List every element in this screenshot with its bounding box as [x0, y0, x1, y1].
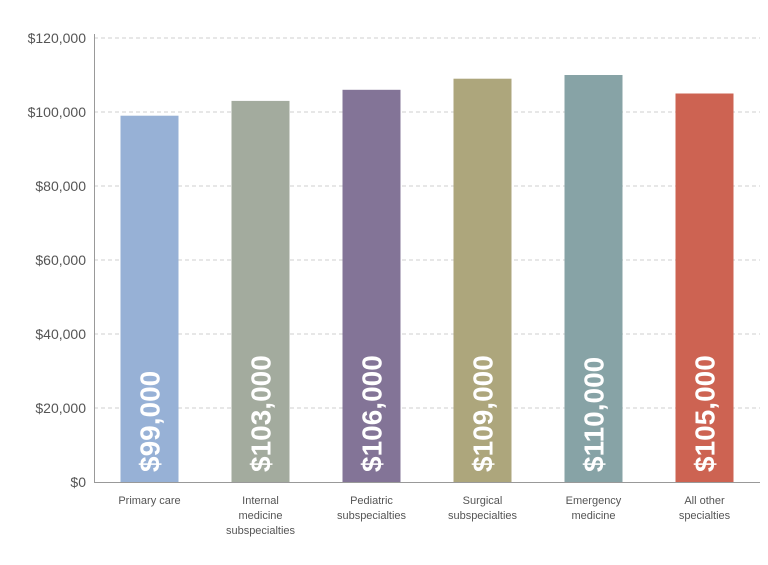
- x-category-label-line: Internal: [242, 495, 279, 507]
- bar-data-labels: $99,000 $103,000 $106,000 $109,000 $110,000 $…: [135, 355, 721, 472]
- x-category-label: Internal medicine subspecialties: [226, 495, 296, 537]
- x-category-label-line: subspecialties: [448, 510, 518, 522]
- y-tick-label: $0: [70, 474, 86, 490]
- x-category-label: Surgical subspecialties: [448, 495, 518, 522]
- bar-data-label: $105,000: [690, 355, 721, 472]
- grid-lines: [94, 37, 760, 409]
- y-tick-label: $120,000: [28, 30, 87, 46]
- bar: [564, 75, 623, 482]
- y-tick-label: $80,000: [35, 178, 86, 194]
- x-category-label-line: subspecialties: [337, 510, 407, 522]
- bar-data-label: $109,000: [468, 355, 499, 472]
- x-category-label-line: Surgical: [463, 495, 503, 507]
- y-tick-label: $100,000: [28, 104, 87, 120]
- x-category-label-line: medicine: [238, 510, 282, 522]
- bar-data-label: $106,000: [357, 355, 388, 472]
- x-category-label-line: specialties: [679, 510, 731, 522]
- x-category-label-line: Pediatric: [350, 495, 393, 507]
- x-category-label-line: Primary care: [118, 495, 180, 507]
- bar-data-label: $103,000: [246, 355, 277, 472]
- bar: [231, 100, 290, 483]
- x-category-label: All other specialties: [679, 495, 731, 522]
- bar: [120, 115, 179, 482]
- x-category-label-line: Emergency: [566, 495, 622, 507]
- y-tick-label: $40,000: [35, 326, 86, 342]
- x-category-label-line: medicine: [571, 510, 615, 522]
- x-category-label-line: subspecialties: [226, 525, 296, 537]
- bar-data-label: $110,000: [579, 357, 610, 472]
- y-tick-label: $60,000: [35, 252, 86, 268]
- bar-data-label: $99,000: [135, 371, 166, 472]
- y-tick-label: $20,000: [35, 400, 86, 416]
- bars: [120, 75, 734, 483]
- x-axis-categories: Primary care Internal medicine subspecialti…: [118, 495, 730, 537]
- bar: [342, 89, 401, 483]
- x-category-label: Primary care: [118, 495, 180, 507]
- x-category-label: Pediatric subspecialties: [337, 495, 407, 522]
- bar: [453, 78, 512, 482]
- bar: [675, 93, 734, 482]
- y-axis-ticks: $0 $20,000 $40,000 $60,000 $80,000 $100,000 $1…: [28, 30, 87, 490]
- x-category-label: Emergency medicine: [566, 495, 622, 522]
- x-category-label-line: All other: [684, 495, 725, 507]
